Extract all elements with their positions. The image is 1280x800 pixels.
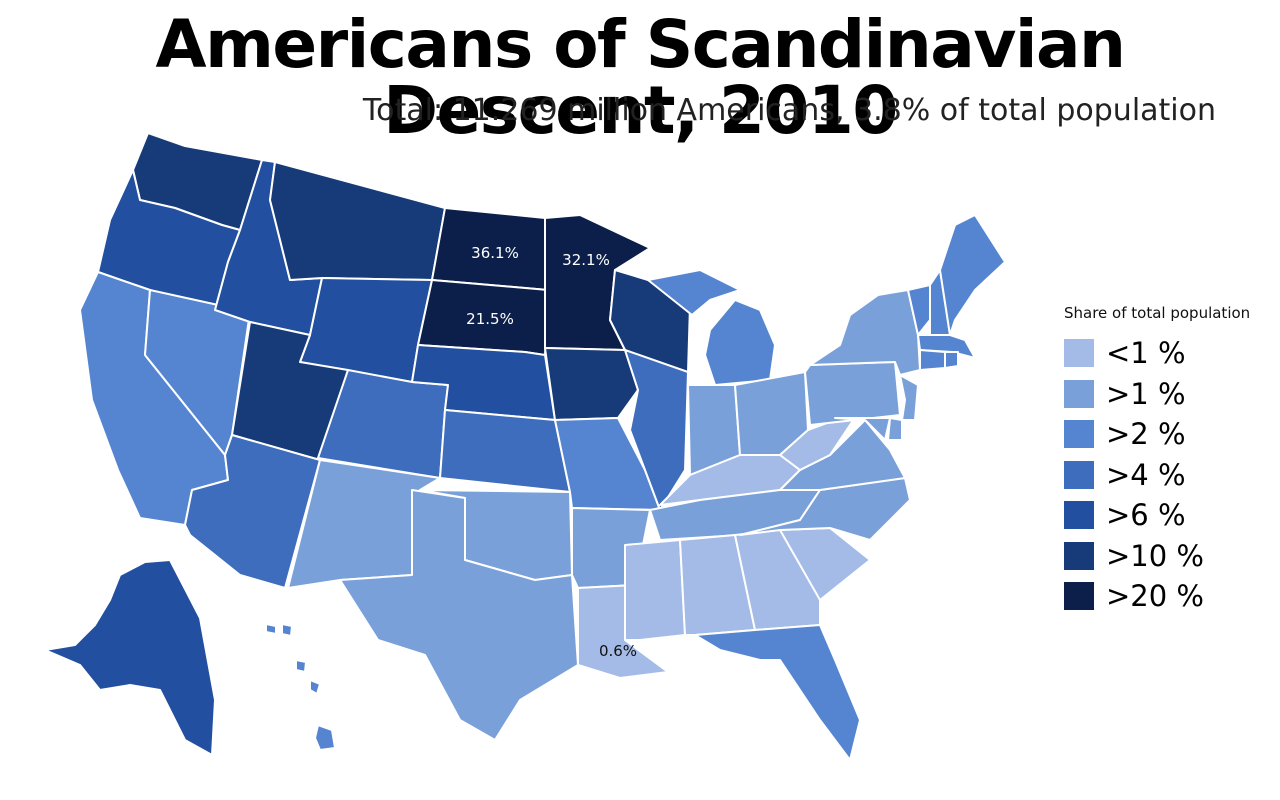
state-MS[interactable]: Mississippi <box>624 539 686 641</box>
label-minnesota: 32.1% <box>562 251 610 269</box>
legend-swatch-6 <box>1064 582 1094 610</box>
state-AZ[interactable]: Arizona <box>184 434 321 589</box>
state-AK[interactable]: Alaska <box>44 559 216 756</box>
state-MD[interactable]: Maryland <box>834 417 891 441</box>
legend-swatch-4 <box>1064 501 1094 529</box>
legend-item: >20 % <box>1064 576 1264 617</box>
legend-item: >1 % <box>1064 373 1264 414</box>
state-NC[interactable]: North Carolina <box>739 477 911 541</box>
legend-item: >6 % <box>1064 495 1264 536</box>
legend-swatch-2 <box>1064 420 1094 448</box>
state-PA[interactable]: Pennsylvania <box>804 361 901 426</box>
state-IA[interactable]: Iowa <box>544 347 639 421</box>
map-legend: Share of total population <1 % >1 % >2 %… <box>1064 304 1264 616</box>
state-NJ[interactable]: New Jersey <box>899 374 919 421</box>
legend-item: >4 % <box>1064 454 1264 495</box>
legend-label: >10 % <box>1106 538 1204 573</box>
legend-label: >20 % <box>1106 579 1204 613</box>
state-CT[interactable]: Connecticut <box>919 349 946 371</box>
state-DE[interactable]: Delaware <box>887 417 903 441</box>
map-title: Americans of Scandinavian Descent, 2010 <box>155 6 1126 149</box>
legend-label: >6 % <box>1106 498 1186 532</box>
state-RI[interactable]: Rhode Island <box>944 351 959 369</box>
legend-title: Share of total population <box>1064 304 1251 322</box>
state-KS[interactable]: Kansas <box>439 409 571 493</box>
legend-label: >4 % <box>1106 457 1186 492</box>
label-louisiana: 0.6% <box>599 642 637 660</box>
state-NY[interactable]: New York <box>809 289 921 376</box>
legend-label: >2 % <box>1106 417 1186 451</box>
legend-item: <1 % <box>1064 333 1264 374</box>
state-ME[interactable]: Maine <box>939 214 1006 336</box>
legend-label: <1 % <box>1106 336 1186 370</box>
state-HI[interactable]: Hawaii <box>265 623 336 751</box>
legend-swatch-3 <box>1064 460 1094 489</box>
legend-label: >1 % <box>1106 376 1186 411</box>
state-MI[interactable]: Michigan <box>647 269 776 386</box>
state-TX[interactable]: Texas <box>339 489 579 741</box>
label-south-dakota: 21.5% <box>466 310 514 328</box>
state-MT[interactable]: Montana <box>269 161 446 281</box>
legend-swatch-1 <box>1064 379 1094 408</box>
state-FL[interactable]: Florida <box>694 624 861 761</box>
legend-swatch-0 <box>1064 339 1094 367</box>
legend-swatch-5 <box>1064 541 1094 570</box>
label-north-dakota: 36.1% <box>471 244 519 262</box>
legend-item: >10 % <box>1064 535 1264 576</box>
map-subtitle: Total: 11.269 million Americans, 3.8% of… <box>362 93 1216 128</box>
legend-item: >2 % <box>1064 414 1264 455</box>
